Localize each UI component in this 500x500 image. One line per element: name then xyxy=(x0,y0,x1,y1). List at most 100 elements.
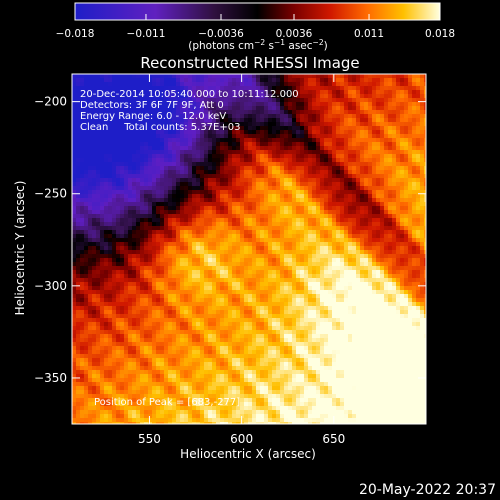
heatmap-cell xyxy=(348,290,353,295)
heatmap-cell xyxy=(320,202,325,207)
heatmap-cell xyxy=(72,142,77,147)
heatmap-cell xyxy=(124,90,129,95)
heatmap-cell xyxy=(180,78,185,83)
heatmap-cell xyxy=(104,142,109,147)
heatmap-cell xyxy=(424,250,426,255)
heatmap-cell xyxy=(212,254,217,259)
heatmap-cell xyxy=(120,138,125,143)
heatmap-cell xyxy=(172,278,177,283)
heatmap-cell xyxy=(136,214,141,219)
heatmap-cell xyxy=(288,222,293,227)
heatmap-cell xyxy=(96,238,101,243)
heatmap-cell xyxy=(256,254,261,259)
heatmap-cell xyxy=(412,254,417,259)
heatmap-cell xyxy=(288,174,293,179)
heatmap-cell xyxy=(308,82,313,87)
heatmap-cell xyxy=(212,170,217,175)
heatmap-cell xyxy=(156,166,161,171)
heatmap-cell xyxy=(408,226,413,231)
heatmap-cell xyxy=(320,142,325,147)
heatmap-cell xyxy=(156,218,161,223)
heatmap-cell xyxy=(216,198,221,203)
heatmap-cell xyxy=(180,206,185,211)
heatmap-cell xyxy=(352,226,357,231)
heatmap-cell xyxy=(420,110,425,115)
heatmap-cell xyxy=(204,222,209,227)
heatmap-cell xyxy=(204,234,209,239)
heatmap-cell xyxy=(128,254,133,259)
heatmap-cell xyxy=(108,146,113,151)
heatmap-cell xyxy=(284,186,289,191)
heatmap-cell xyxy=(268,234,273,239)
heatmap-cell xyxy=(308,74,313,79)
heatmap-cell xyxy=(416,286,421,291)
heatmap-cell xyxy=(240,162,245,167)
heatmap-cell xyxy=(372,146,377,151)
heatmap-cell xyxy=(96,278,101,283)
heatmap-cell xyxy=(388,194,393,199)
heatmap-cell xyxy=(72,106,77,111)
heatmap-cell xyxy=(280,230,285,235)
heatmap-cell xyxy=(104,290,109,295)
heatmap-cell xyxy=(96,266,101,271)
heatmap-cell xyxy=(312,274,317,279)
heatmap-cell xyxy=(188,182,193,187)
heatmap-cell xyxy=(300,190,305,195)
heatmap-cell xyxy=(76,218,81,223)
heatmap-cell xyxy=(116,194,121,199)
heatmap-cell xyxy=(156,98,161,103)
heatmap-cell xyxy=(188,150,193,155)
heatmap-cell xyxy=(180,142,185,147)
heatmap-cell xyxy=(268,258,273,263)
heatmap-cell xyxy=(284,106,289,111)
heatmap-cell xyxy=(128,266,133,271)
heatmap-cell xyxy=(380,246,385,251)
heatmap-cell xyxy=(196,166,201,171)
heatmap-cell xyxy=(424,86,426,91)
heatmap-cell xyxy=(316,226,321,231)
heatmap-cell xyxy=(96,210,101,215)
heatmap-cell xyxy=(156,234,161,239)
heatmap-cell xyxy=(244,118,249,123)
heatmap-cell xyxy=(392,222,397,227)
heatmap-cell xyxy=(220,270,225,275)
heatmap-cell xyxy=(96,166,101,171)
heatmap-cell xyxy=(344,86,349,91)
heatmap-cell xyxy=(380,294,385,299)
heatmap-cell xyxy=(332,126,337,131)
heatmap-cell xyxy=(424,238,426,243)
heatmap-cell xyxy=(228,246,233,251)
heatmap-cell xyxy=(264,134,269,139)
heatmap-cell xyxy=(228,190,233,195)
heatmap-cell xyxy=(404,226,409,231)
heatmap-cell xyxy=(100,254,105,259)
heatmap-cell xyxy=(240,202,245,207)
heatmap-cell xyxy=(364,110,369,115)
heatmap-cell xyxy=(156,238,161,243)
heatmap-cell xyxy=(264,162,269,167)
heatmap-cell xyxy=(292,186,297,191)
heatmap-cell xyxy=(292,78,297,83)
heatmap-cell xyxy=(280,286,285,291)
heatmap-cell xyxy=(344,74,349,79)
heatmap-cell xyxy=(268,242,273,247)
heatmap-cell xyxy=(96,146,101,151)
heatmap-cell xyxy=(224,158,229,163)
heatmap-cell xyxy=(368,154,373,159)
heatmap-cell xyxy=(244,114,249,119)
heatmap-cell xyxy=(424,126,426,131)
heatmap-cell xyxy=(404,134,409,139)
heatmap-cell xyxy=(104,150,109,155)
heatmap-cell xyxy=(368,222,373,227)
heatmap-cell xyxy=(352,94,357,99)
heatmap-cell xyxy=(240,274,245,279)
heatmap-cell xyxy=(156,278,161,283)
heatmap-cell xyxy=(196,114,201,119)
heatmap-cell xyxy=(128,210,133,215)
heatmap-cell xyxy=(412,198,417,203)
heatmap-cell xyxy=(424,74,426,79)
heatmap-cell xyxy=(348,150,353,155)
heatmap-cell xyxy=(276,266,281,271)
heatmap-cell xyxy=(384,182,389,187)
heatmap-cell xyxy=(284,286,289,291)
